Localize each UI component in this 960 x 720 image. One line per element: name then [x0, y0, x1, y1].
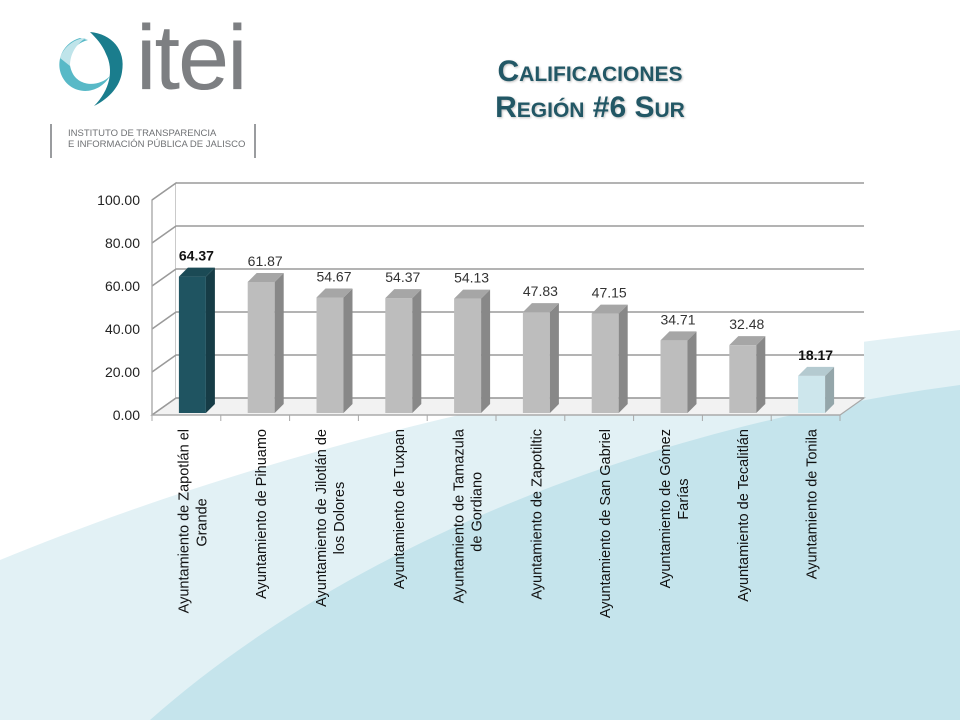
gridline: [151, 311, 864, 330]
bar-value-label: 64.37: [179, 248, 214, 264]
y-tick-label: 20.00: [105, 364, 140, 380]
bar-top: [591, 304, 628, 314]
bar-value-label: 34.71: [660, 311, 695, 327]
bar-value-label: 54.13: [454, 270, 489, 286]
bar-value-label: 32.48: [729, 316, 764, 332]
bar-top: [385, 289, 422, 299]
bar-side: [687, 331, 697, 413]
bar-top: [247, 272, 284, 282]
logo-subtitle-line1: INSTITUTO DE TRANSPARENCIA: [68, 128, 217, 139]
bar-side: [274, 272, 284, 413]
x-category-label: Ayuntamiento de San Gabriel: [598, 429, 614, 618]
bar-value-label: 18.17: [798, 347, 833, 363]
gridline: [151, 354, 864, 373]
x-category-label: Ayuntamiento de Zapotiltic: [529, 429, 545, 600]
bar-side: [825, 366, 835, 413]
y-tick-label: 80.00: [105, 235, 140, 251]
itei-logo: itei INSTITUTO DE TRANSPARENCIA E INFORM…: [40, 12, 280, 168]
x-category-label-line: Farías: [676, 479, 692, 520]
bar-side: [549, 303, 559, 413]
x-category-label: Ayuntamiento de Pihuamo: [254, 429, 270, 599]
x-category-label-line: los Dolores: [332, 482, 348, 555]
bar: [178, 276, 206, 413]
title-line2: Región #6 Sur: [495, 91, 685, 124]
bar-top: [798, 366, 835, 376]
y-tick-label: 40.00: [105, 321, 140, 337]
x-category-label-line: Grande: [194, 498, 210, 546]
x-category-label-line: de Gordiano: [470, 472, 486, 552]
x-category-label-line: Ayuntamiento de Zapotlán el: [176, 429, 192, 613]
x-category-label-line: Ayuntamiento de Tecalitlán: [736, 429, 752, 602]
bar: [247, 281, 275, 413]
bar-value-label: 47.83: [523, 283, 558, 299]
gridline: [151, 225, 864, 244]
bar-value-label: 54.67: [316, 268, 351, 284]
x-category-label-line: Ayuntamiento de Tamazula: [452, 428, 468, 603]
x-category-label-line: Ayuntamiento de Tonila: [805, 428, 821, 579]
title-line1: Calificaciones: [497, 55, 683, 88]
bar-side: [481, 289, 491, 413]
chart-side-wall: [151, 181, 177, 417]
bar: [660, 340, 688, 413]
y-tick-label: 100.00: [97, 192, 140, 208]
bar: [591, 313, 619, 413]
x-category-label: Ayuntamiento de Zapotlán el Grande: [176, 429, 210, 613]
x-category-label-line: Ayuntamiento de Zapotiltic: [529, 429, 545, 600]
gridline: [151, 182, 864, 201]
logo-swirl-icon: [59, 32, 123, 106]
x-category-label-line: Ayuntamiento de Gómez: [658, 429, 674, 588]
x-category-label: Ayuntamiento de Tamazula de Gordiano: [452, 428, 486, 603]
x-category-label-line: Ayuntamiento de Pihuamo: [254, 429, 270, 599]
bar-top: [522, 303, 559, 313]
page-title: Calificaciones Región #6 Sur: [420, 54, 760, 126]
bar-top: [660, 331, 697, 341]
x-category-label: Ayuntamiento de Tecalitlán: [736, 429, 752, 602]
gridline: [151, 397, 864, 416]
bar: [522, 312, 550, 413]
bar-top: [178, 267, 215, 277]
y-tick-label: 0.00: [113, 407, 140, 423]
gridline: [151, 268, 864, 287]
x-category-label: Ayuntamiento de Jilotlán de los Dolores: [314, 429, 348, 607]
x-category-label-line: Ayuntamiento de Tuxpan: [392, 429, 408, 589]
logo-wordmark: itei: [136, 7, 248, 109]
x-category-label-line: Ayuntamiento de San Gabriel: [598, 429, 614, 618]
bar-side: [205, 267, 215, 413]
bar-side: [412, 289, 422, 413]
bar: [729, 345, 757, 413]
bar-value-label: 54.37: [385, 269, 420, 285]
bar-top: [454, 289, 491, 299]
bar: [316, 297, 344, 413]
logo-subtitle-line2: E INFORMACIÓN PÚBLICA DE JALISCO: [68, 139, 246, 150]
x-category-label: Ayuntamiento de Tonila: [805, 428, 821, 579]
bar-value-label: 61.87: [248, 253, 283, 269]
bar: [385, 298, 413, 413]
y-tick-label: 60.00: [105, 278, 140, 294]
bar-value-label: 47.15: [592, 285, 627, 301]
x-category-label: Ayuntamiento de Gómez Farías: [658, 429, 692, 588]
x-category-label-line: Ayuntamiento de Jilotlán de: [314, 429, 330, 607]
bar: [798, 375, 826, 413]
bar-top: [316, 288, 353, 298]
bar-side: [756, 336, 766, 413]
bar-side: [618, 304, 628, 413]
bar-top: [729, 336, 766, 346]
bar-side: [343, 288, 353, 413]
x-category-label: Ayuntamiento de Tuxpan: [392, 429, 408, 589]
logo-subtitle: INSTITUTO DE TRANSPARENCIA E INFORMACIÓN…: [50, 124, 256, 158]
bar: [454, 298, 482, 413]
